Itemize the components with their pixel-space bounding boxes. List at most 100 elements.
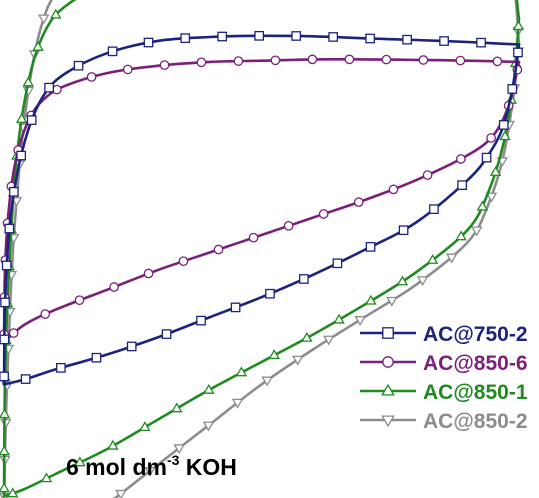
legend-item-ac-850-2: AC@850-2 — [360, 410, 528, 433]
data-point-ac-750-2-reverse-0 — [513, 47, 523, 58]
data-point-ac-750-2-reverse-3 — [481, 152, 492, 163]
data-point-ac-850-6-reverse-6 — [353, 197, 364, 208]
legend-item-ac-850-1: AC@850-1 — [360, 381, 528, 404]
data-point-ac-850-6-forward-17 — [418, 55, 429, 65]
data-point-ac-850-2-reverse-9 — [354, 316, 366, 326]
data-point-ac-750-2-forward-1 — [0, 334, 10, 345]
data-point-ac-750-2-forward-6 — [16, 150, 27, 161]
data-point-ac-850-6-forward-14 — [307, 54, 318, 65]
data-point-ac-850-2-reverse-16 — [144, 466, 156, 477]
data-point-ac-850-6-forward-13 — [270, 55, 281, 66]
plot-area — [0, 0, 525, 498]
data-point-ac-850-1-reverse-7 — [426, 253, 439, 264]
data-point-ac-850-1-reverse-6 — [455, 230, 467, 241]
series-line-ac-850-2-forward — [3, 0, 521, 498]
data-point-ac-750-2-reverse-14 — [126, 341, 137, 352]
data-point-ac-850-6-reverse-7 — [318, 209, 329, 219]
legend-item-ac-750-2: AC@750-2 — [360, 323, 528, 346]
data-point-ac-750-2-forward-15 — [291, 31, 302, 41]
data-point-ac-850-6-reverse-16 — [8, 328, 19, 338]
data-point-ac-850-6-reverse-13 — [109, 282, 119, 292]
legend-marker-ac-850-6 — [382, 356, 394, 368]
series-ac-850-6 — [0, 54, 523, 344]
data-point-ac-750-2-reverse-16 — [56, 362, 66, 373]
data-point-ac-750-2-forward-0 — [0, 371, 9, 382]
data-point-ac-850-1-forward-1 — [0, 445, 10, 456]
annotation-superscript: -3 — [167, 452, 180, 468]
data-point-ac-750-2-forward-11 — [143, 37, 154, 48]
data-point-ac-850-1-reverse-15 — [171, 402, 183, 413]
data-point-ac-850-2-forward-4 — [0, 418, 12, 429]
legend-marker-ac-750-2 — [382, 327, 394, 339]
legend-label-ac-850-1: AC@850-1 — [423, 381, 528, 404]
data-point-ac-750-2-forward-16 — [328, 32, 339, 42]
data-point-ac-750-2-reverse-11 — [230, 302, 241, 313]
data-point-ac-850-1-forward-0 — [0, 482, 10, 493]
data-point-ac-750-2-forward-10 — [107, 46, 118, 57]
data-point-ac-850-6-reverse-2 — [486, 133, 496, 143]
data-point-ac-850-6-forward-11 — [196, 57, 207, 68]
data-point-ac-850-6-reverse-9 — [248, 232, 259, 243]
data-point-ac-850-1-forward-12 — [32, 40, 44, 51]
data-point-ac-850-6-reverse-14 — [74, 295, 85, 306]
data-point-ac-750-2-reverse-2 — [498, 120, 509, 130]
data-point-ac-750-2-reverse-4 — [457, 180, 467, 191]
data-point-ac-750-2-forward-9 — [73, 60, 84, 71]
series-line-ac-850-1-reverse — [2, 17, 521, 498]
data-point-ac-850-1-reverse-16 — [139, 421, 151, 432]
data-point-ac-850-6-forward-18 — [455, 55, 466, 66]
data-point-ac-850-1-forward-10 — [15, 112, 28, 123]
data-point-ac-850-2-reverse-10 — [323, 335, 335, 346]
data-point-ac-750-2-reverse-13 — [161, 329, 172, 339]
legend-marker-ac-850-1 — [381, 383, 395, 396]
annotation-prefix: 6 mol dm — [66, 454, 167, 480]
legend-label-ac-850-6: AC@850-6 — [423, 352, 528, 375]
data-point-ac-850-1-reverse-3 — [499, 130, 511, 141]
data-point-ac-850-2-reverse-7 — [416, 276, 429, 287]
data-point-ac-750-2-forward-3 — [1, 260, 12, 271]
data-point-ac-850-1-reverse-12 — [268, 349, 280, 360]
data-point-ac-850-1-forward-11 — [22, 76, 34, 87]
data-point-ac-750-2-reverse-1 — [507, 84, 518, 94]
electrolyte-annotation: 6 mol dm-3 KOH — [66, 452, 237, 480]
data-point-ac-750-2-forward-19 — [439, 36, 449, 46]
data-point-ac-850-2-reverse-8 — [386, 296, 398, 307]
data-point-ac-750-2-reverse-7 — [365, 242, 376, 252]
data-point-ac-850-1-reverse-14 — [203, 383, 215, 394]
data-point-ac-850-6-reverse-5 — [388, 184, 399, 195]
data-point-ac-850-1-reverse-17 — [107, 439, 119, 450]
data-point-ac-850-1-reverse-5 — [476, 200, 489, 211]
data-point-ac-850-1-reverse-13 — [235, 366, 248, 377]
legend-item-ac-850-6: AC@850-6 — [360, 352, 528, 375]
data-point-ac-850-2-reverse-17 — [115, 489, 127, 498]
data-point-ac-850-6-reverse-8 — [283, 220, 294, 231]
data-point-ac-750-2-forward-14 — [254, 30, 265, 41]
data-point-ac-850-1-forward-13 — [50, 8, 62, 19]
data-point-ac-850-6-forward-8 — [86, 72, 97, 82]
series-line-ac-850-1-forward — [2, 0, 521, 498]
annotation-suffix: KOH — [179, 454, 237, 480]
data-point-ac-850-6-forward-16 — [381, 54, 392, 65]
data-point-ac-850-1-reverse-4 — [489, 166, 502, 176]
data-point-ac-750-2-reverse-9 — [299, 274, 309, 284]
data-point-ac-750-2-forward-20 — [476, 37, 486, 48]
data-point-ac-850-6-reverse-11 — [178, 256, 189, 267]
data-point-ac-850-1-reverse-8 — [396, 275, 409, 286]
series-ac-750-2 — [0, 30, 523, 386]
series-line-ac-750-2-forward — [2, 34, 521, 386]
data-point-ac-850-2-reverse-11 — [291, 355, 304, 366]
data-point-ac-750-2-forward-7 — [26, 115, 37, 125]
data-point-ac-850-2-reverse-5 — [470, 226, 483, 237]
data-point-ac-850-6-forward-19 — [492, 56, 503, 67]
data-point-ac-850-6-forward-10 — [159, 60, 170, 70]
data-point-ac-850-1-reverse-0 — [512, 20, 525, 31]
data-point-ac-750-2-reverse-8 — [332, 258, 343, 269]
data-point-ac-850-2-forward-15 — [37, 14, 50, 25]
data-point-ac-750-2-forward-2 — [0, 297, 10, 308]
data-point-ac-850-1-forward-2 — [0, 408, 11, 419]
data-point-ac-750-2-forward-4 — [4, 223, 15, 234]
legend-label-ac-850-2: AC@850-2 — [423, 410, 528, 433]
data-point-ac-850-1-reverse-19 — [40, 472, 53, 483]
data-point-ac-850-1-reverse-20 — [6, 487, 19, 498]
